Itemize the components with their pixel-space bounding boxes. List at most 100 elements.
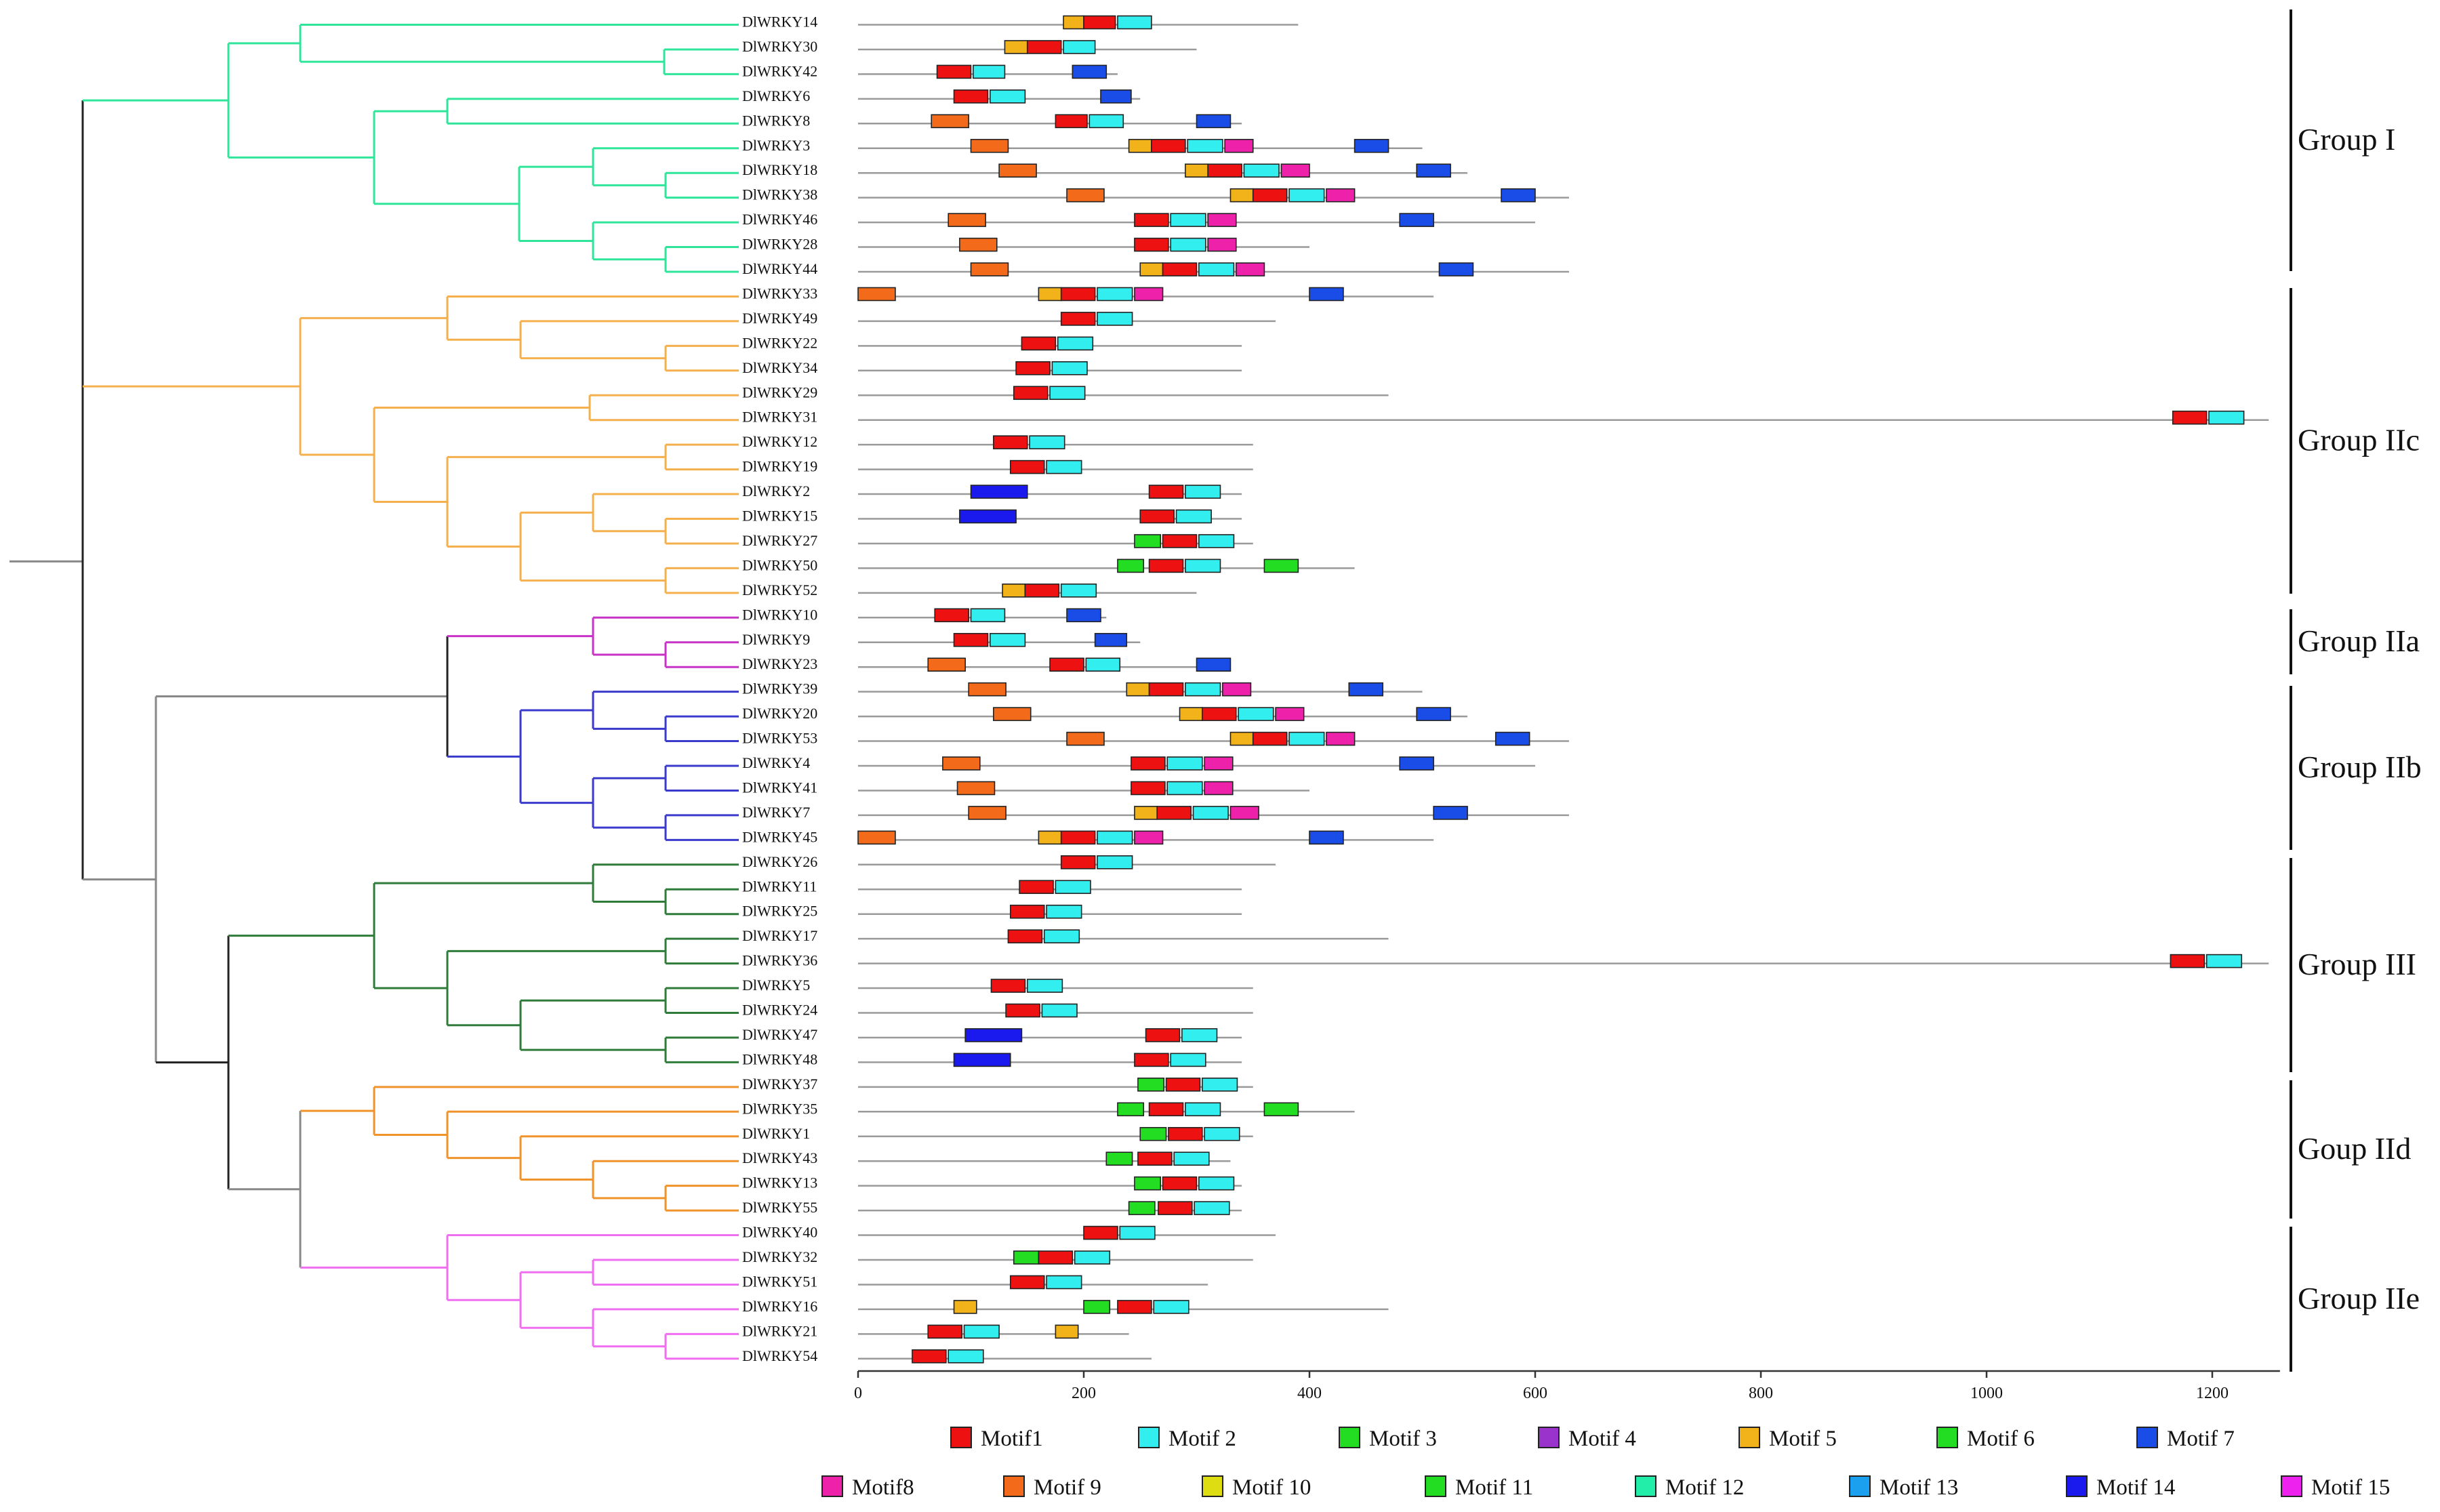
gene-label: DlWRKY28	[742, 236, 817, 253]
motif-2-box	[970, 608, 1006, 623]
motif-8-box	[1235, 262, 1265, 277]
motif-1-box	[927, 1324, 962, 1339]
legend-label: Motif 2	[1168, 1427, 1236, 1451]
legend-label: Motif 10	[1232, 1475, 1311, 1500]
legend-label: Motif 5	[1769, 1427, 1837, 1451]
gene-label: DlWRKY13	[742, 1174, 817, 1191]
motif-1-box	[1060, 312, 1096, 326]
motif-2-box	[1074, 1250, 1111, 1265]
motif-9-box	[959, 237, 998, 252]
motif-5-box	[1055, 1324, 1079, 1339]
motif-9-box	[857, 287, 896, 302]
motif-2-box	[1119, 1225, 1156, 1240]
motif-6-box	[1263, 1102, 1299, 1117]
motif-2-box	[1170, 1053, 1206, 1067]
motif-8-box	[1224, 138, 1254, 153]
motif-8-box	[1204, 781, 1234, 796]
gene-label: DlWRKY50	[742, 556, 817, 573]
motif-2-box	[1185, 1102, 1221, 1117]
motif-5-box	[953, 1300, 977, 1314]
gene-label: DlWRKY42	[742, 62, 817, 79]
gene-label: DlWRKY3	[742, 137, 810, 154]
motif-1-box	[1151, 138, 1186, 153]
gene-label: DlWRKY24	[742, 1002, 817, 1019]
motif-5-box	[1179, 707, 1203, 721]
motif-5-box	[1038, 287, 1062, 302]
legend-swatch-motif-4	[1538, 1427, 1560, 1448]
motif-1-box	[1162, 262, 1198, 277]
legend-label: Motif 12	[1665, 1475, 1744, 1500]
motif-1-box	[1007, 929, 1043, 943]
legend-label: Motif 9	[1034, 1475, 1101, 1500]
gene-label: DlWRKY49	[742, 310, 817, 327]
motif-7-box	[1416, 163, 1451, 178]
gene-label: DlWRKY33	[742, 285, 817, 302]
gene-label: DlWRKY26	[742, 853, 817, 870]
motif-1-box	[1009, 904, 1045, 919]
motif-1-box	[1148, 1102, 1184, 1117]
gene-label: DlWRKY19	[742, 458, 817, 475]
motif-2-box	[1198, 534, 1235, 548]
motif-9-box	[956, 781, 996, 796]
group-label: Group IIb	[2298, 750, 2422, 784]
motif-6-box	[1139, 1126, 1167, 1141]
gene-label: DlWRKY29	[742, 384, 817, 401]
motif-1-box	[1131, 781, 1166, 796]
motif-1-box	[1137, 1151, 1173, 1166]
motif-2-box	[1060, 584, 1097, 598]
legend-swatch-motif-12	[1635, 1475, 1656, 1497]
motif-5-box	[1134, 806, 1158, 820]
motif-2-box	[1046, 1275, 1082, 1290]
motif-1-box	[1162, 534, 1198, 548]
motif-5-box	[1185, 163, 1208, 178]
gene-label: DlWRKY36	[742, 952, 817, 969]
motif-1-box	[1134, 1053, 1169, 1067]
gene-label: DlWRKY7	[742, 804, 810, 821]
motif-1-box	[1117, 1300, 1152, 1314]
motif-1-box	[1165, 1078, 1201, 1092]
motif-9-box	[998, 163, 1037, 178]
motif-7-box	[1416, 707, 1451, 721]
legend-label: Motif 7	[2167, 1427, 2235, 1451]
gene-labels: DlWRKY14 DlWRKY30 DlWRKY42 DlWRKY6 DlWRKY8 Dl…	[742, 14, 817, 1364]
motif-9-box	[968, 682, 1006, 697]
motif-1-box	[1015, 361, 1051, 375]
motif-2-box	[1057, 336, 1094, 351]
gene-label: DlWRKY1	[742, 1125, 810, 1142]
legend-swatch-motif-13	[1849, 1475, 1871, 1497]
motif-7-box	[1433, 806, 1468, 820]
motif-5-box	[1038, 830, 1062, 845]
motif-2-box	[1243, 163, 1280, 178]
motif-2-box	[1170, 213, 1206, 227]
motif-2-box	[1046, 459, 1082, 474]
motif-7-box	[1399, 213, 1434, 227]
motif-2-box	[1049, 386, 1086, 401]
motif-2-box	[1097, 855, 1133, 870]
motif-2-box	[1085, 657, 1121, 672]
motif-2-box	[1202, 1078, 1238, 1092]
gene-label: DlWRKY44	[742, 260, 817, 277]
motif-6-box	[1117, 558, 1145, 573]
motif-2-box	[1185, 558, 1221, 573]
motif-2-box	[1097, 287, 1133, 302]
gene-label: DlWRKY41	[742, 779, 817, 796]
motif-8-box	[1280, 163, 1310, 178]
group-label: Group I	[2298, 122, 2395, 157]
motif-9-box	[948, 213, 986, 227]
motif-1-box	[1060, 830, 1096, 845]
legend-swatch-motif-8	[821, 1475, 843, 1497]
motif-2-box	[1175, 509, 1212, 524]
motif-1-box	[936, 64, 972, 79]
gene-label: DlWRKY2	[742, 483, 810, 499]
motif-7-box	[1309, 830, 1344, 845]
motif-6-box	[1105, 1151, 1133, 1166]
legend-swatch-motif-14	[2066, 1475, 2088, 1497]
motif-1-box	[1083, 1225, 1118, 1240]
motif-1-box	[1134, 237, 1169, 252]
motif-6-box	[1134, 534, 1162, 548]
gene-label: DlWRKY48	[742, 1050, 817, 1067]
group-label: Group IIa	[2298, 624, 2420, 658]
motif-2-box	[1026, 979, 1063, 993]
motif-2-box	[1051, 361, 1088, 375]
